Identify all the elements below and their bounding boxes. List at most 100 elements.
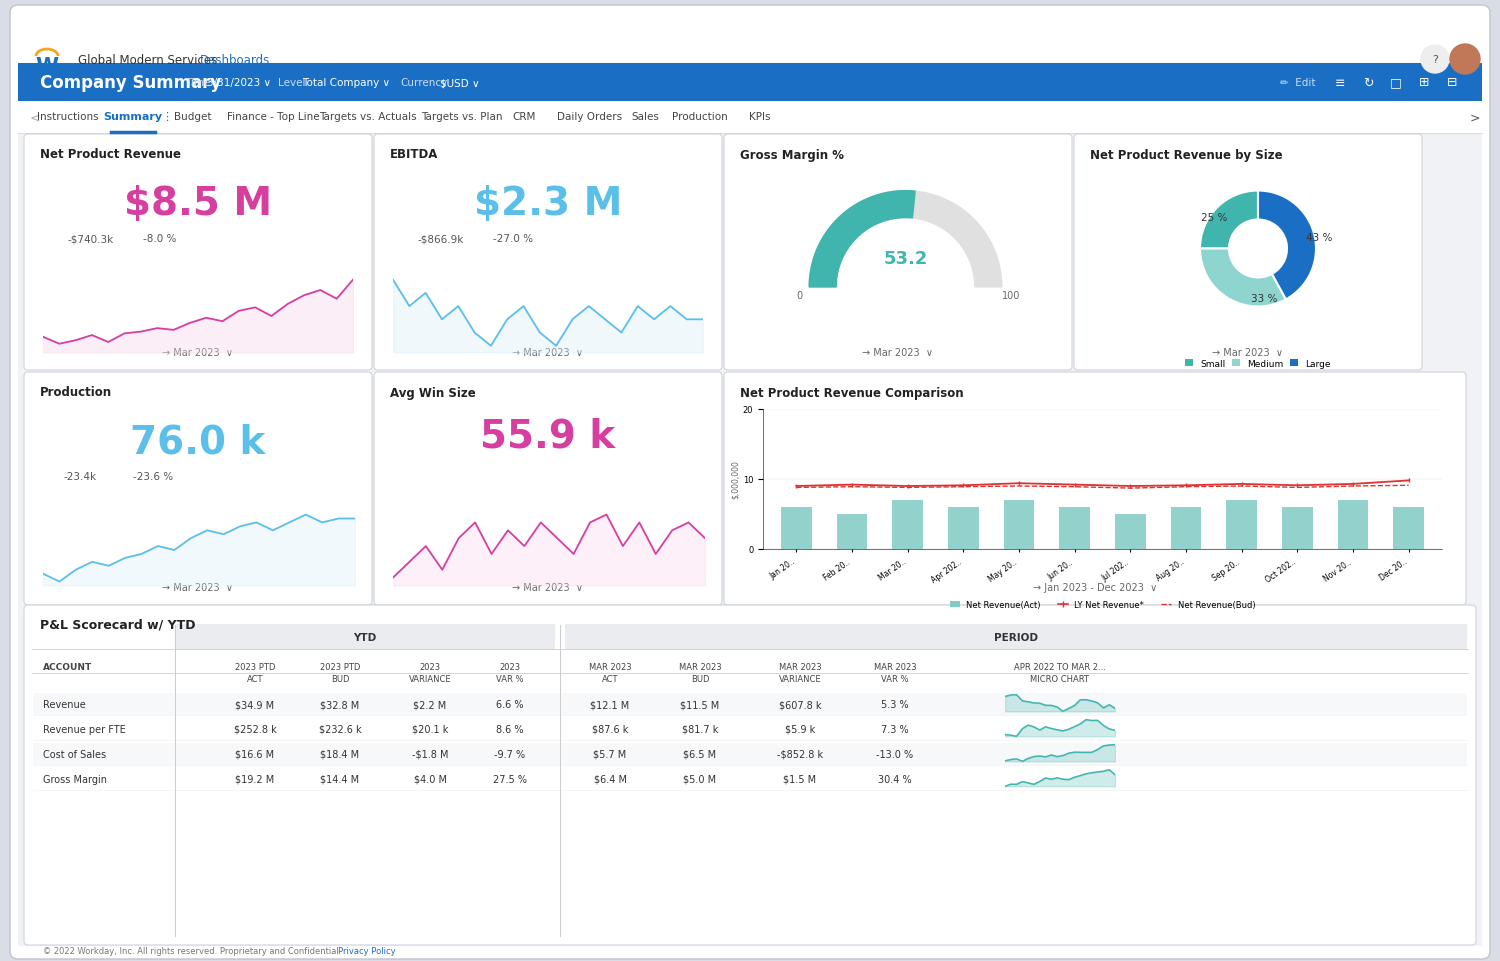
Text: MAR 2023: MAR 2023 — [678, 662, 722, 671]
Text: $607.8 k: $607.8 k — [778, 700, 822, 709]
FancyBboxPatch shape — [1074, 135, 1422, 371]
Text: BUD: BUD — [690, 674, 709, 682]
Text: APR 2022 TO MAR 2...: APR 2022 TO MAR 2... — [1014, 662, 1106, 671]
Text: $6.5 M: $6.5 M — [684, 750, 717, 759]
Text: $2.2 M: $2.2 M — [414, 700, 447, 709]
Text: Net Product Revenue Comparison: Net Product Revenue Comparison — [740, 386, 963, 399]
Text: → Mar 2023  ∨: → Mar 2023 ∨ — [513, 582, 584, 592]
Text: YTD: YTD — [354, 632, 376, 642]
Text: Targets vs. Plan: Targets vs. Plan — [422, 111, 503, 122]
Text: → Mar 2023  ∨: → Mar 2023 ∨ — [513, 348, 584, 357]
Bar — [892, 501, 922, 550]
Text: MAR 2023: MAR 2023 — [588, 662, 632, 671]
FancyBboxPatch shape — [566, 625, 1467, 650]
Text: Sales: Sales — [632, 111, 658, 122]
Text: ⊞: ⊞ — [1419, 77, 1430, 89]
Text: $6.4 M: $6.4 M — [594, 775, 627, 784]
Text: Summary: Summary — [104, 111, 162, 122]
Text: 33 %: 33 % — [1251, 293, 1276, 304]
FancyBboxPatch shape — [18, 102, 1482, 134]
Text: → Mar 2023  ∨: → Mar 2023 ∨ — [162, 582, 234, 592]
FancyBboxPatch shape — [33, 743, 1467, 765]
Bar — [1282, 507, 1312, 550]
Text: Net Product Revenue: Net Product Revenue — [40, 148, 182, 161]
Text: Budget: Budget — [174, 111, 211, 122]
Bar — [1004, 501, 1035, 550]
Text: -$866.9k: -$866.9k — [419, 234, 465, 244]
Bar — [948, 507, 978, 550]
Text: → Jan 2023 - Dec 2023  ∨: → Jan 2023 - Dec 2023 ∨ — [1034, 582, 1156, 592]
FancyBboxPatch shape — [374, 135, 722, 371]
Y-axis label: $,000,000: $,000,000 — [730, 460, 740, 499]
FancyBboxPatch shape — [24, 373, 372, 605]
Text: Daily Orders: Daily Orders — [558, 111, 622, 122]
FancyBboxPatch shape — [24, 605, 1476, 945]
Text: -$1.8 M: -$1.8 M — [411, 750, 448, 759]
FancyBboxPatch shape — [18, 135, 1482, 946]
Text: 25 %: 25 % — [1202, 212, 1227, 222]
Text: 53.2: 53.2 — [884, 250, 927, 268]
Text: 27.5 %: 27.5 % — [494, 775, 526, 784]
Text: ⋮: ⋮ — [160, 111, 172, 122]
Text: Avg Win Size: Avg Win Size — [390, 386, 476, 399]
FancyBboxPatch shape — [374, 373, 722, 605]
Text: ?: ? — [1432, 55, 1438, 65]
Text: VAR %: VAR % — [882, 674, 909, 682]
Text: © 2022 Workday, Inc. All rights reserved. Proprietary and Confidential: © 2022 Workday, Inc. All rights reserved… — [44, 947, 339, 955]
Text: ACCOUNT: ACCOUNT — [44, 662, 93, 671]
Text: MAR 2023: MAR 2023 — [778, 662, 822, 671]
Text: -23.6 %: -23.6 % — [134, 472, 172, 481]
Polygon shape — [808, 191, 1002, 287]
Bar — [837, 514, 867, 550]
Bar — [1170, 507, 1202, 550]
Text: 5.3 %: 5.3 % — [880, 700, 909, 709]
Text: CRM: CRM — [513, 111, 535, 122]
Text: $5.7 M: $5.7 M — [594, 750, 627, 759]
Text: ACT: ACT — [602, 674, 618, 682]
Text: → Mar 2023  ∨: → Mar 2023 ∨ — [162, 348, 234, 357]
Polygon shape — [808, 191, 915, 287]
Text: Revenue: Revenue — [44, 700, 86, 709]
Text: $1.5 M: $1.5 M — [783, 775, 816, 784]
Text: -27.0 %: -27.0 % — [494, 234, 532, 244]
Text: $32.8 M: $32.8 M — [321, 700, 360, 709]
Text: □: □ — [1390, 77, 1402, 89]
Text: Level: Level — [278, 78, 306, 87]
Text: Production: Production — [40, 386, 112, 399]
Text: 6.6 %: 6.6 % — [496, 700, 523, 709]
Text: EBITDA: EBITDA — [390, 148, 438, 161]
Wedge shape — [1258, 191, 1316, 300]
Text: $8.5 M: $8.5 M — [124, 185, 272, 223]
Text: 76.0 k: 76.0 k — [130, 423, 266, 460]
Text: P&L Scorecard w/ YTD: P&L Scorecard w/ YTD — [40, 618, 195, 630]
Text: $20.1 k: $20.1 k — [413, 725, 448, 734]
Text: W: W — [36, 57, 58, 77]
FancyBboxPatch shape — [24, 135, 372, 371]
Text: ↻: ↻ — [1362, 77, 1374, 89]
Text: ≡: ≡ — [1335, 77, 1346, 89]
Text: $252.8 k: $252.8 k — [234, 725, 276, 734]
Text: 8.6 %: 8.6 % — [496, 725, 523, 734]
FancyBboxPatch shape — [724, 135, 1072, 371]
Text: Finance - Top Line: Finance - Top Line — [226, 111, 320, 122]
Wedge shape — [1200, 249, 1286, 308]
Bar — [1114, 514, 1146, 550]
Text: 55.9 k: 55.9 k — [480, 418, 615, 456]
Text: 2023 PTD: 2023 PTD — [236, 662, 274, 671]
Bar — [782, 507, 812, 550]
Text: 2023: 2023 — [500, 662, 520, 671]
Circle shape — [1420, 46, 1449, 74]
Text: $18.4 M: $18.4 M — [321, 750, 360, 759]
Bar — [1338, 501, 1368, 550]
Text: 2023: 2023 — [420, 662, 441, 671]
Text: 2023 PTD: 2023 PTD — [320, 662, 360, 671]
Text: >: > — [1470, 111, 1480, 124]
Text: Gross Margin: Gross Margin — [44, 775, 106, 784]
Text: <: < — [30, 111, 40, 124]
Text: KPIs: KPIs — [750, 111, 771, 122]
Text: $34.9 M: $34.9 M — [236, 700, 274, 709]
FancyBboxPatch shape — [10, 6, 1490, 959]
Text: Gross Margin %: Gross Margin % — [740, 148, 844, 161]
Text: Total Company ∨: Total Company ∨ — [302, 78, 390, 87]
Text: $19.2 M: $19.2 M — [236, 775, 274, 784]
